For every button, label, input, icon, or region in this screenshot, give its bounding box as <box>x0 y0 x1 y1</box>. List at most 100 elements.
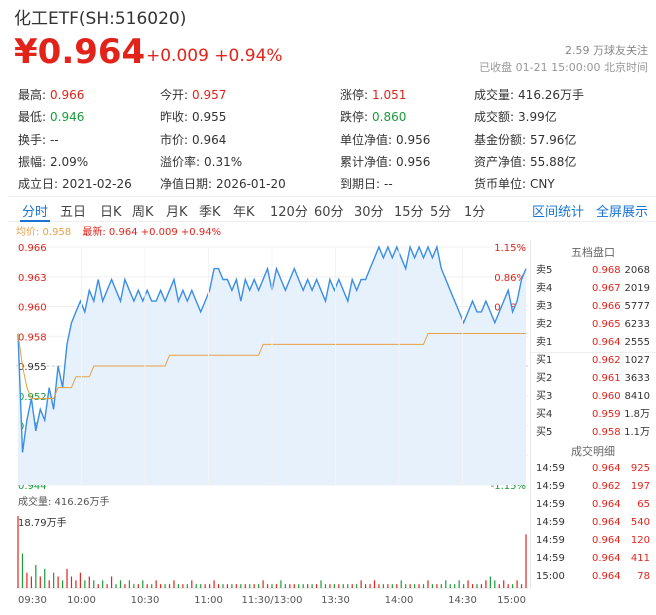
trade-price: 0.964 <box>592 517 621 528</box>
trade-volume: 78 <box>637 571 650 582</box>
intraday-chart[interactable]: 0.9660.9630.9600.9580.9550.9520.9500.947… <box>0 236 530 615</box>
stat-value: 2.09% <box>50 154 89 169</box>
stat-value: 0.964 <box>192 132 227 147</box>
order-side-label: 买2 <box>536 373 553 384</box>
order-volume: 1.8万 <box>624 409 650 420</box>
trade-row: 14:59 0.964 411 <box>530 550 656 568</box>
stat-value: 57.96亿 <box>530 132 577 147</box>
stat-label: 振幅: <box>18 154 47 169</box>
stat-value: 0.860 <box>372 110 407 125</box>
security-title: 化工ETF(SH:516020) <box>14 9 187 29</box>
tab-period-3[interactable]: 周K <box>132 205 154 220</box>
y-axis-label: 0.958 <box>18 332 47 343</box>
x-axis-label: 10:30 <box>131 595 160 606</box>
stat-label: 成交量: <box>474 88 515 102</box>
price-change: +0.009 +0.94% <box>146 46 283 66</box>
stat-value: 0.956 <box>396 154 431 169</box>
tab-period-7[interactable]: 120分 <box>270 205 308 220</box>
order-side-label: 卖3 <box>536 301 553 312</box>
stat-value: 0.946 <box>50 110 85 125</box>
tab-period-9[interactable]: 30分 <box>354 205 384 220</box>
tab-period-8[interactable]: 60分 <box>314 205 344 220</box>
trade-volume: 197 <box>630 481 650 492</box>
last-price: ¥0.964 <box>14 32 146 72</box>
trade-row: 14:59 0.964 120 <box>530 532 656 550</box>
tab-period-10[interactable]: 15分 <box>394 205 424 220</box>
trade-time: 14:59 <box>536 499 565 510</box>
stat-label: 成交额: <box>474 110 515 125</box>
tab-period-11[interactable]: 5分 <box>430 205 452 220</box>
order-side-label: 买5 <box>536 427 553 438</box>
tab-period-5[interactable]: 季K <box>199 205 221 220</box>
stat-label: 成立日: <box>18 177 59 192</box>
x-axis-label: 09:30 <box>18 595 47 606</box>
order-price: 0.958 <box>592 427 621 438</box>
stat-value: 0.957 <box>192 88 227 102</box>
trade-volume: 120 <box>630 535 650 546</box>
tab-fullscreen[interactable]: 全屏展示 <box>596 205 649 220</box>
stat-value: 1.051 <box>372 88 407 102</box>
tab-period-12[interactable]: 1分 <box>464 205 486 220</box>
order-volume: 8410 <box>624 391 650 402</box>
y-axis-label: 0.955 <box>18 362 47 373</box>
x-axis-label: 14:30 <box>448 595 477 606</box>
stat-cell: 涨停: 1.051 <box>340 84 406 106</box>
stat-label: 累计净值: <box>340 154 393 169</box>
order-book-row: 卖2 0.965 6233 <box>530 316 656 334</box>
stat-label: 跌停: <box>340 110 369 125</box>
order-volume: 2555 <box>624 337 650 348</box>
trade-price: 0.964 <box>592 463 621 474</box>
trade-price: 0.964 <box>592 553 621 564</box>
stat-label: 单位净值: <box>340 132 393 147</box>
order-book-row: 卖5 0.968 2068 <box>530 262 656 280</box>
trade-time: 14:59 <box>536 481 565 492</box>
stat-label: 换手: <box>18 132 47 147</box>
order-volume: 3633 <box>624 373 650 384</box>
tab-intraday[interactable]: 分时 <box>22 205 49 220</box>
tab-active-indicator <box>20 220 50 222</box>
stat-cell: 单位净值: 0.956 <box>340 129 430 151</box>
tab-period-1[interactable]: 五日 <box>60 205 87 220</box>
order-price: 0.962 <box>592 355 621 366</box>
stats-row: 换手: -- 市价: 0.964 单位净值: 0.956 基金份额: 57.96亿 <box>18 129 648 151</box>
trade-volume: 540 <box>630 517 650 528</box>
legend-avg-price: 均价: 0.958 <box>16 227 72 238</box>
stat-label: 溢价率: <box>160 154 201 169</box>
trade-row: 14:59 0.964 925 <box>530 460 656 478</box>
stat-cell: 最高: 0.966 <box>18 84 84 106</box>
stat-label: 基金份额: <box>474 132 527 147</box>
stat-value: 0.956 <box>396 132 431 147</box>
trade-time: 14:59 <box>536 553 565 564</box>
x-axis-label: 15:00 <box>497 595 526 606</box>
stats-row: 振幅: 2.09% 溢价率: 0.31% 累计净值: 0.956 资产净值: 55.88亿 <box>18 151 648 173</box>
stat-label: 涨停: <box>340 88 369 102</box>
order-price: 0.968 <box>592 265 621 276</box>
x-axis-label: 11:00 <box>194 595 223 606</box>
tab-period-6[interactable]: 年K <box>233 205 255 220</box>
tab-period-2[interactable]: 日K <box>100 205 122 220</box>
followers-count[interactable]: 2.59 万球友关注 <box>565 44 648 57</box>
stat-cell: 资产净值: 55.88亿 <box>474 151 576 173</box>
order-book-row: 买1 0.962 1027 <box>530 352 656 370</box>
stat-value: 0.955 <box>192 110 227 125</box>
x-axis-label: 10:00 <box>67 595 96 606</box>
y-axis-label: 0.966 <box>18 243 47 254</box>
order-book-divider <box>530 352 656 353</box>
market-status: 已收盘 01-21 15:00:00 北京时间 <box>479 61 648 74</box>
stat-cell: 市价: 0.964 <box>160 129 226 151</box>
order-price: 0.964 <box>592 337 621 348</box>
trade-time: 15:00 <box>536 571 565 582</box>
stat-cell: 到期日: -- <box>340 173 393 195</box>
order-book-row: 买4 0.959 1.8万 <box>530 406 656 424</box>
order-price: 0.959 <box>592 409 621 420</box>
order-side-label: 卖1 <box>536 337 553 348</box>
tab-period-4[interactable]: 月K <box>166 205 188 220</box>
tab-range-stats[interactable]: 区间统计 <box>532 205 585 220</box>
order-price: 0.967 <box>592 283 621 294</box>
quote-stats-grid: 最高: 0.966 今开: 0.957 涨停: 1.051 成交量: 416.26万手 最低: 0… <box>18 84 648 195</box>
trade-volume: 925 <box>630 463 650 474</box>
stat-cell: 净值日期: 2026-01-20 <box>160 173 286 195</box>
trade-row: 14:59 0.964 65 <box>530 496 656 514</box>
trade-volume: 411 <box>630 553 650 564</box>
stat-label: 净值日期: <box>160 177 213 192</box>
